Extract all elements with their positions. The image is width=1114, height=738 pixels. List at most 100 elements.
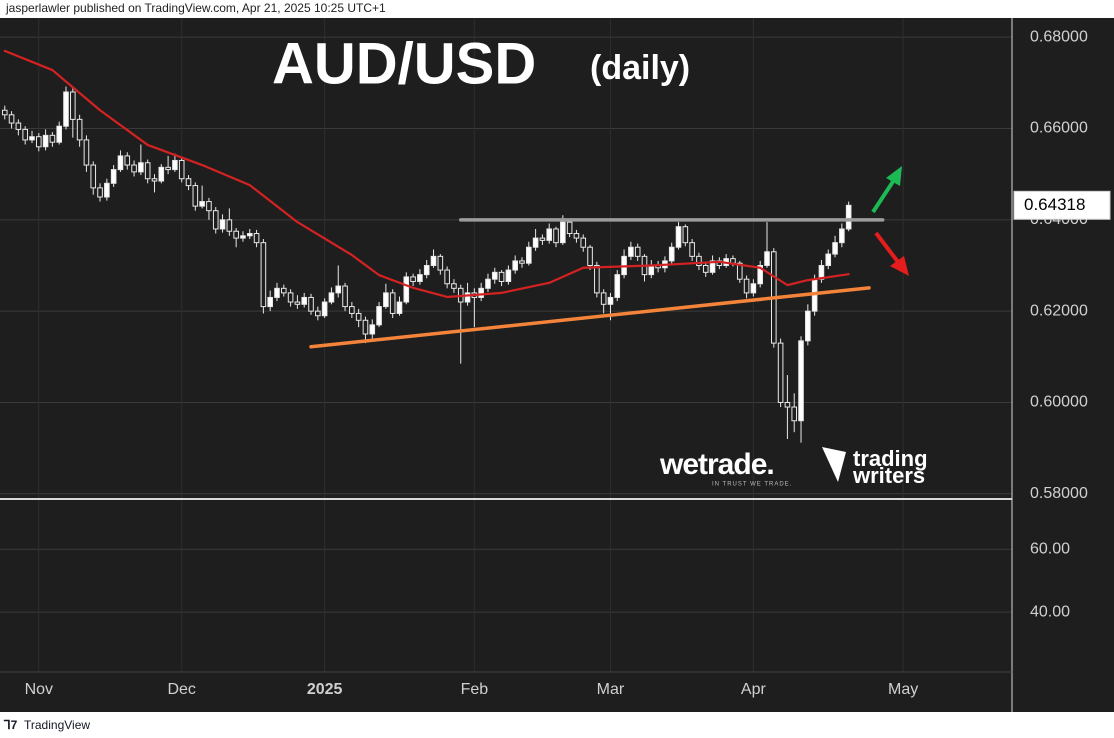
candle-body <box>600 292 607 305</box>
footer-icon: ⅂7 <box>3 718 18 732</box>
candle-body <box>383 292 389 308</box>
candle-body <box>485 278 491 289</box>
candle-body <box>253 233 260 244</box>
last-price-box <box>1013 190 1111 220</box>
candle-body <box>355 312 362 321</box>
candle-body <box>335 285 342 294</box>
candle-body <box>267 296 273 308</box>
x-tick-label: Mar <box>597 681 625 698</box>
candle-body <box>464 292 471 303</box>
candle-body <box>689 242 695 257</box>
candle-body <box>226 219 233 232</box>
candle-body <box>505 269 512 282</box>
candle-body <box>280 287 287 294</box>
candle-body <box>22 128 28 141</box>
candle-body <box>42 134 49 148</box>
candle-body <box>553 228 559 244</box>
moving-average-line <box>3 49 850 299</box>
candle-body <box>478 287 484 298</box>
y-tick-label: 0.58000 <box>1030 485 1088 502</box>
candle-body <box>573 233 580 239</box>
chart-background <box>0 18 1114 712</box>
candle-body <box>519 260 525 264</box>
x-tick-label: Apr <box>741 681 767 698</box>
chart-subtitle: (daily) <box>590 49 690 87</box>
candle-body <box>369 324 376 335</box>
candle-body <box>539 237 546 241</box>
candle-body <box>138 162 144 173</box>
chart-title: AUD/USD <box>272 31 536 96</box>
candle-body <box>648 264 655 276</box>
candle-body <box>8 114 15 124</box>
candle-body <box>362 319 369 335</box>
wetrade-logo: wetrade. <box>659 448 774 481</box>
candle-body <box>498 271 505 282</box>
last-price-label: 0.64318 <box>1024 195 1085 214</box>
candle-body <box>784 401 791 408</box>
candle-body <box>825 253 832 266</box>
candle-body <box>90 164 97 189</box>
candle-body <box>566 221 573 235</box>
candle-body <box>315 310 321 317</box>
candle-body <box>628 246 634 257</box>
x-tick-label: May <box>888 681 918 698</box>
candle-body <box>35 136 42 148</box>
x-tick-label: Feb <box>461 681 489 698</box>
candle-body <box>308 296 314 312</box>
candle-body <box>675 226 682 248</box>
candle-body <box>580 237 587 248</box>
candle-body <box>110 169 117 184</box>
candle-body <box>301 296 308 305</box>
candle-body <box>178 159 185 180</box>
candle-body <box>260 242 267 308</box>
candle-body <box>97 187 103 198</box>
candle-body <box>430 255 437 266</box>
trading-writers-icon <box>822 447 846 482</box>
header-bar <box>0 0 1114 18</box>
trading-writers-logo: writers <box>852 463 925 488</box>
candle-body <box>219 219 226 230</box>
candle-body <box>328 292 335 303</box>
candle-body <box>696 255 702 266</box>
candle-body <box>240 235 246 239</box>
candle-body <box>1 109 8 116</box>
candle-body <box>342 285 348 308</box>
candle-body <box>83 139 90 166</box>
trend-line <box>309 286 871 349</box>
labels: 0.680000.660000.640000.620000.600000.580… <box>25 28 1111 698</box>
candle-body <box>832 242 838 255</box>
candle-body <box>607 296 614 305</box>
candle-body <box>587 246 593 266</box>
candle-body <box>764 251 770 266</box>
candle-body <box>158 166 165 182</box>
down-arrow <box>874 231 909 276</box>
y-tick-label: 0.68000 <box>1030 28 1088 45</box>
candle-body <box>702 264 709 273</box>
candle-body <box>709 260 716 273</box>
candle-body <box>49 134 56 143</box>
candle-body <box>76 118 83 141</box>
candle-body <box>491 271 498 280</box>
candle-body <box>777 342 784 403</box>
candle-body <box>512 260 518 271</box>
candle-body <box>444 269 450 285</box>
candle-body <box>423 264 430 276</box>
candle-body <box>594 264 600 294</box>
candle-body <box>757 264 763 285</box>
candle-body <box>532 237 539 248</box>
candle-body <box>321 301 328 317</box>
footer-brand: TradingView <box>24 718 90 732</box>
candle-body <box>396 301 403 314</box>
candle-body <box>117 155 124 171</box>
candle-body <box>15 122 22 130</box>
candle-body <box>199 201 205 207</box>
footer-bar <box>0 712 1114 738</box>
candle-body <box>410 276 416 282</box>
candle-body <box>124 155 131 166</box>
candle-body <box>682 226 689 244</box>
trading-writers-logo: trading <box>853 446 928 471</box>
candle-body <box>212 210 219 230</box>
candle-body <box>845 204 852 230</box>
